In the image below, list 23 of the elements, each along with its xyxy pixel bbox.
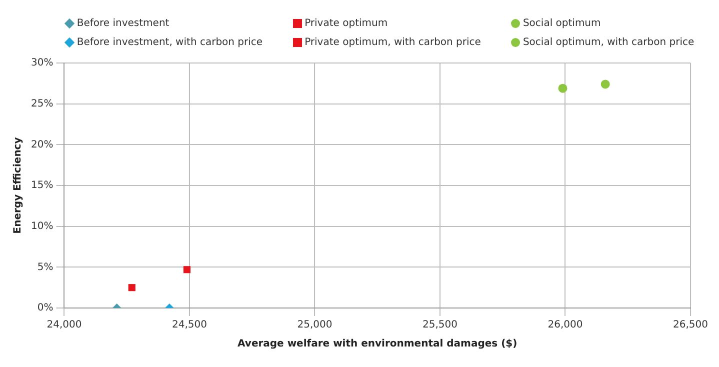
legend-label: Private optimum, with carbon price	[304, 37, 481, 48]
x-axis-title: Average welfare with environmental damages ($)	[238, 338, 518, 350]
legend-label: Private optimum	[304, 18, 388, 29]
x-tick-label: 26,000	[548, 320, 583, 331]
legend-label: Before investment	[76, 18, 170, 29]
point	[600, 80, 610, 89]
y-tick-label: 10%	[30, 220, 54, 232]
x-tick-label: 24,500	[172, 320, 207, 331]
legend-label: Social optimum, with carbon price	[522, 37, 694, 48]
legend-label: Before investment, with carbon price	[76, 37, 263, 48]
x-tick-label: 26,500	[673, 320, 708, 331]
y-tick-label: 20%	[30, 139, 54, 150]
y-tick-label: 30%	[30, 58, 54, 69]
y-axis-title: Energy Efficiency	[12, 136, 24, 234]
y-tick-label: 0%	[37, 302, 54, 314]
y-tick-label: 25%	[30, 98, 54, 110]
y-tick-label: 5%	[37, 262, 54, 273]
legend-label: Social optimum	[522, 18, 601, 29]
x-tick-label: 25,500	[422, 320, 458, 331]
y-tick-label: 15%	[30, 180, 54, 192]
x-tick-label: 25,000	[297, 320, 332, 331]
x-tick-label: 24,000	[46, 320, 82, 331]
point	[558, 84, 568, 93]
